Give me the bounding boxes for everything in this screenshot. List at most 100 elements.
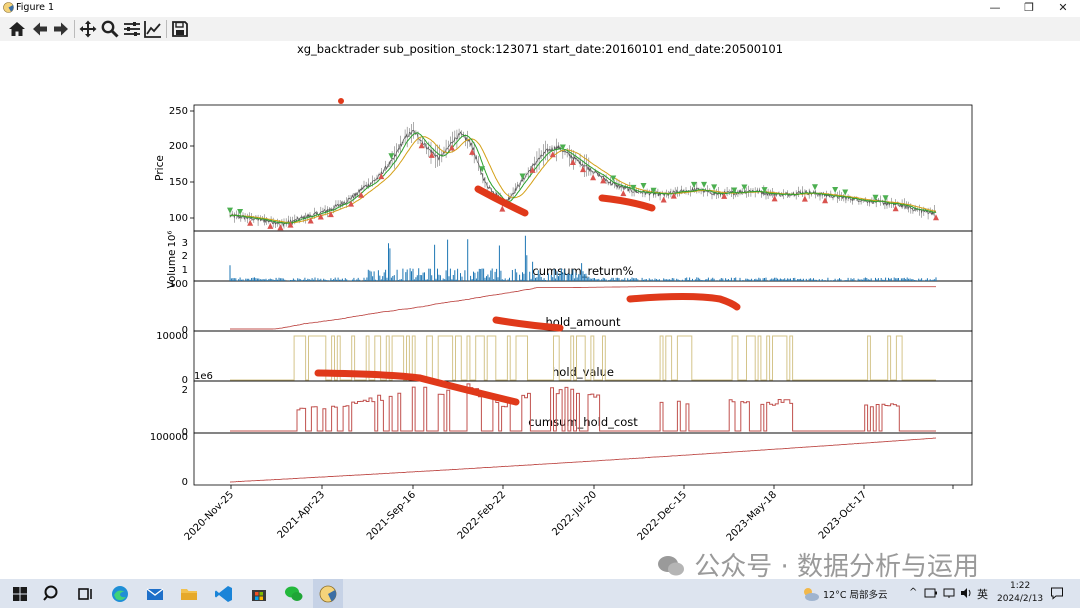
notification-icon[interactable] <box>1050 586 1064 600</box>
price-ytick: 100 <box>169 213 188 224</box>
sell-marker <box>610 175 617 182</box>
volume-icon[interactable] <box>959 587 973 599</box>
price-candles <box>229 122 935 229</box>
buy-marker <box>822 197 829 204</box>
buy-marker <box>771 195 778 202</box>
backtest-chart[interactable]: xg_backtrader sub_position_stock:123071 … <box>0 41 1080 579</box>
windows-start-icon[interactable] <box>8 582 32 606</box>
sell-marker <box>630 184 637 191</box>
wechat-watermark: 公众号 · 数据分析与运用 <box>656 546 979 583</box>
sell-marker <box>811 184 818 191</box>
price-ytick: 200 <box>169 141 188 152</box>
configure-subplots-icon[interactable] <box>122 19 142 39</box>
buy-marker <box>529 166 536 173</box>
sell-marker <box>650 187 657 194</box>
cumsum-hold-cost-ytick: 0 <box>182 477 188 488</box>
forward-icon[interactable] <box>51 19 71 39</box>
buy-marker <box>549 151 556 158</box>
tray-chevron-icon[interactable]: ^ <box>909 587 918 598</box>
cumsum-hold-cost-ytick: 100000 <box>150 432 188 443</box>
buy-marker <box>801 195 808 202</box>
back-icon[interactable] <box>30 19 50 39</box>
buy-marker <box>277 224 284 231</box>
cumsum-return-ytick: 0 <box>182 325 188 336</box>
close-button[interactable]: ✕ <box>1058 1 1068 14</box>
buy-marker <box>600 177 607 184</box>
zoom-icon[interactable] <box>100 19 120 39</box>
sell-marker <box>731 187 738 194</box>
hold-amount-line <box>230 335 936 381</box>
hand-drawn-marks <box>314 98 741 406</box>
battery-icon[interactable] <box>924 587 938 599</box>
hold-amount-ytick: 10000 <box>156 331 188 342</box>
red-stroke-mark <box>474 185 529 217</box>
ma-fast-line <box>229 132 937 224</box>
save-icon[interactable] <box>170 19 190 39</box>
python-figure-icon[interactable] <box>316 582 340 606</box>
buy-marker <box>348 200 355 207</box>
mail-icon[interactable] <box>143 582 167 606</box>
buy-marker <box>418 142 425 149</box>
hold-value-line <box>230 383 936 432</box>
hold-value-ytick: 2 <box>182 385 188 396</box>
wechat-icon[interactable] <box>282 582 306 606</box>
cumsum-return-yticks: 0 100 <box>169 279 188 336</box>
restore-button[interactable]: ❐ <box>1024 1 1034 14</box>
x-tick-labels: 2020-Nov-25 2021-Apr-23 2021-Sep-16 2022… <box>183 489 869 543</box>
hold-value-ytick: 0 <box>182 427 188 438</box>
buy-marker <box>317 213 324 220</box>
search-icon[interactable] <box>40 582 64 606</box>
price-ytick: 250 <box>169 106 188 117</box>
ime-indicator[interactable]: 英 <box>977 588 988 601</box>
sell-marker <box>388 153 395 160</box>
minimize-button[interactable]: — <box>989 1 1001 14</box>
x-tick-label: 2022-Jul-20 <box>550 489 599 538</box>
task-view-icon[interactable] <box>73 582 97 606</box>
cumsum-hold-cost-line <box>229 437 937 483</box>
windows-taskbar: 12°C 局部多云 ^ 英 1:22 2024/2/13 <box>0 579 1080 608</box>
x-tick-label: 2021-Sep-16 <box>365 489 418 542</box>
red-stroke-mark <box>598 194 656 212</box>
sell-marker <box>882 195 889 202</box>
edge-icon[interactable] <box>108 582 132 606</box>
buy-marker <box>590 174 597 181</box>
pan-icon[interactable] <box>78 19 98 39</box>
vscode-icon[interactable] <box>212 582 236 606</box>
buy-marker <box>660 196 667 203</box>
x-tick-label: 2020-Nov-25 <box>183 489 236 542</box>
volume-bars <box>229 235 937 281</box>
wechat-logo-icon <box>658 556 684 576</box>
sell-marker <box>832 187 839 194</box>
store-icon[interactable] <box>247 582 271 606</box>
sell-marker <box>237 209 244 216</box>
red-stroke-mark <box>314 369 520 406</box>
x-tick-label: 2021-Apr-23 <box>276 489 328 541</box>
matplotlib-app-icon <box>3 2 14 13</box>
network-icon[interactable] <box>942 587 956 599</box>
buy-marker <box>378 173 385 180</box>
file-explorer-icon[interactable] <box>177 582 201 606</box>
buy-marker <box>428 151 435 158</box>
buy-marker <box>267 222 274 229</box>
clock-time[interactable]: 1:22 <box>1010 581 1031 591</box>
buy-marker <box>287 221 294 228</box>
home-icon[interactable] <box>7 19 27 39</box>
red-dot-mark <box>338 98 344 104</box>
buy-marker <box>580 166 586 173</box>
clock-date[interactable]: 2024/2/13 <box>997 594 1044 604</box>
red-stroke-mark <box>626 293 741 311</box>
close-line <box>229 130 937 228</box>
buy-marker <box>499 205 506 212</box>
sell-marker <box>227 207 233 214</box>
edit-axis-icon[interactable] <box>143 19 163 39</box>
window-titlebar: Figure 1 — ❐ ✕ <box>0 0 1080 16</box>
price-ylabel: Price <box>154 155 166 181</box>
figure-canvas: xg_backtrader sub_position_stock:123071 … <box>0 41 1080 579</box>
sell-marker <box>872 194 879 201</box>
hold-value-yticks: 0 2 <box>182 385 188 438</box>
x-tick-label: 2022-Feb-22 <box>456 489 508 541</box>
buy-marker <box>569 159 576 166</box>
sell-marker <box>690 181 697 188</box>
weather-icon[interactable] <box>798 582 822 606</box>
weather-text[interactable]: 12°C 局部多云 <box>823 590 888 601</box>
